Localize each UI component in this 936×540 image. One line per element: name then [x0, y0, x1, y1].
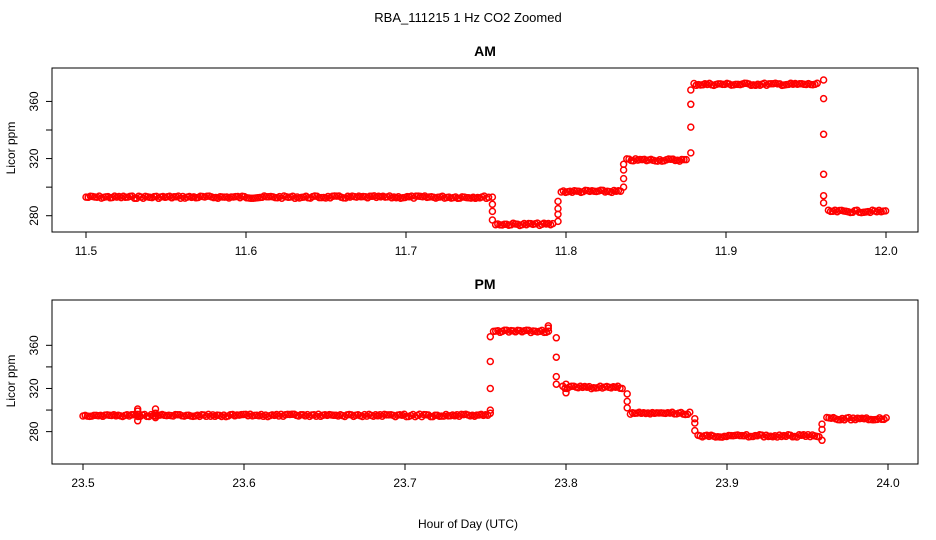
y-tick-label: 320	[27, 148, 41, 168]
data-point	[687, 86, 695, 94]
data-point	[819, 130, 828, 139]
data-point	[818, 420, 826, 428]
data-point	[819, 199, 828, 207]
data-point	[151, 413, 160, 422]
data-point	[691, 426, 699, 435]
data-point	[618, 384, 626, 393]
x-tick-label: 23.6	[232, 476, 256, 490]
data-point	[686, 408, 694, 416]
panel-am-points	[82, 76, 890, 230]
data-point	[552, 334, 561, 342]
panel-am-frame	[51, 67, 919, 233]
data-point	[488, 200, 497, 209]
data-point	[484, 193, 493, 202]
figure-title: RBA_111215 1 Hz CO2 Zoomed	[374, 10, 561, 25]
data-point	[619, 160, 628, 169]
data-point	[819, 94, 828, 103]
data-point	[819, 76, 828, 84]
x-tick-label: 11.8	[555, 244, 578, 258]
data-point	[486, 357, 495, 366]
data-point	[133, 407, 142, 415]
data-point	[562, 389, 570, 397]
panel-pm-title: PM	[475, 276, 496, 292]
data-point	[486, 406, 495, 414]
panel-pm-x-axis: 23.5 23.6 23.7 23.8 23.9 24.0	[71, 464, 900, 490]
data-point	[691, 414, 699, 423]
data-point	[687, 100, 695, 109]
data-point	[623, 390, 631, 398]
data-point	[619, 174, 628, 183]
data-point	[151, 409, 160, 418]
data-point	[486, 409, 495, 418]
panel-am-x-axis: 11.5 11.6 11.7 11.8 11.9 12.0	[75, 232, 898, 258]
data-point	[554, 197, 562, 206]
x-tick-label: 23.5	[71, 476, 95, 490]
data-point	[552, 372, 561, 381]
x-tick-label: 11.6	[235, 244, 258, 258]
data-point	[488, 207, 497, 216]
data-point	[619, 183, 628, 191]
data-point	[554, 217, 562, 226]
data-point	[623, 397, 631, 406]
data-point	[881, 207, 890, 215]
panel-am-ylabel: Licor ppm	[4, 122, 18, 175]
data-point	[813, 79, 821, 88]
data-point	[819, 191, 828, 200]
data-point	[623, 404, 631, 412]
data-point	[133, 410, 142, 419]
data-point	[488, 216, 497, 224]
panel-am-title: AM	[474, 43, 496, 59]
x-tick-label: 23.7	[393, 476, 417, 490]
data-point	[151, 405, 160, 413]
x-tick-label: 11.9	[715, 244, 738, 258]
x-tick-label: 11.5	[75, 244, 98, 258]
data-point	[687, 149, 695, 157]
panel-pm-frame	[51, 299, 919, 465]
data-point	[819, 170, 828, 179]
y-tick-label: 320	[27, 378, 41, 398]
data-point	[818, 436, 826, 445]
data-point	[486, 384, 495, 393]
data-point	[488, 193, 497, 201]
y-tick-label: 360	[27, 335, 41, 355]
data-point	[882, 414, 890, 422]
x-tick-label: 23.8	[554, 476, 578, 490]
data-point	[486, 332, 495, 341]
data-point	[544, 324, 553, 332]
x-tick-label: 23.9	[715, 476, 739, 490]
x-tick-label: 11.7	[395, 244, 418, 258]
data-point	[554, 204, 562, 213]
panel-pm-y-axis: 280 320 360	[27, 335, 52, 442]
data-point	[562, 380, 570, 388]
x-tick-label: 12.0	[874, 244, 898, 258]
y-tick-label: 280	[27, 205, 41, 225]
x-axis-title: Hour of Day (UTC)	[418, 517, 518, 531]
data-point	[687, 123, 695, 131]
panel-am-y-axis: 280 320 360	[27, 91, 52, 226]
data-point	[552, 380, 561, 388]
data-point	[552, 353, 561, 361]
y-tick-label: 360	[27, 91, 41, 111]
y-tick-label: 280	[27, 421, 41, 441]
data-point	[682, 155, 690, 164]
panel-pm-points	[79, 322, 890, 445]
panel-pm-ylabel: Licor ppm	[4, 355, 18, 408]
x-tick-label: 24.0	[876, 476, 900, 490]
data-point	[691, 419, 699, 427]
